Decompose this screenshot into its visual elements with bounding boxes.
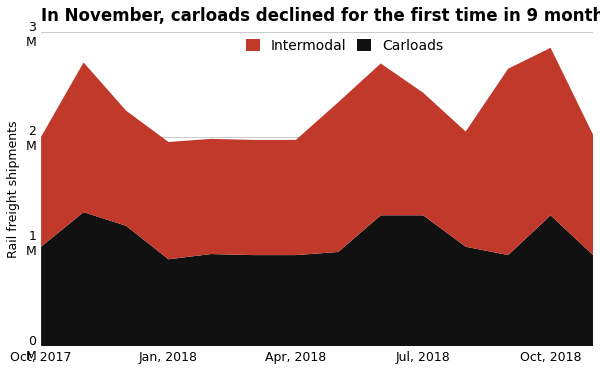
Legend: Intermodal, Carloads: Intermodal, Carloads — [246, 39, 443, 53]
Text: In November, carloads declined for the first time in 9 months: In November, carloads declined for the f… — [41, 7, 600, 25]
Y-axis label: Rail freight shipments: Rail freight shipments — [7, 120, 20, 258]
